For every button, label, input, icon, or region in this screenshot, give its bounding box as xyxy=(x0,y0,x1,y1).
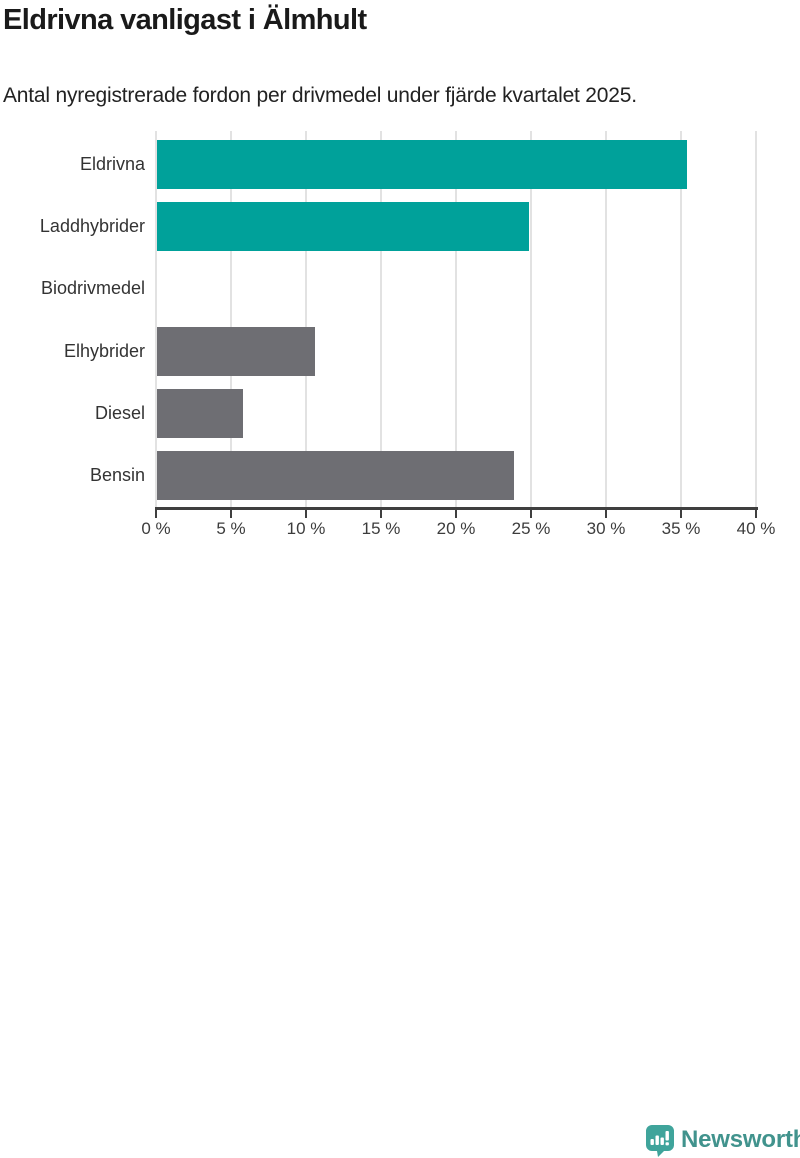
footer: Newsworthy xyxy=(0,560,800,1157)
y-axis-label-biodrivmedel: Biodrivmedel xyxy=(40,278,145,298)
brand-name: Newsworthy xyxy=(681,1126,800,1153)
x-tick-label-10: 10 % xyxy=(286,519,326,538)
x-tick-label-0: 0 % xyxy=(141,519,171,538)
x-tick-label-15: 15 % xyxy=(361,519,401,538)
bar-laddhybrider xyxy=(157,202,529,251)
gridline-0 xyxy=(155,131,157,509)
y-axis-label-bensin: Bensin xyxy=(89,465,145,485)
gridline-5 xyxy=(230,131,232,509)
x-tick-label-20: 20 % xyxy=(436,519,476,538)
y-axis-label-eldrivna: Eldrivna xyxy=(79,154,145,174)
x-tick-40 xyxy=(755,510,757,518)
x-tick-label-35: 35 % xyxy=(661,519,701,538)
gridline-30 xyxy=(605,131,607,509)
chart-subtitle: Antal nyregistrerade fordon per drivmede… xyxy=(3,84,637,107)
gridline-35 xyxy=(680,131,682,509)
y-axis-label-diesel: Diesel xyxy=(94,403,145,423)
bar-diesel xyxy=(157,389,243,438)
x-tick-label-25: 25 % xyxy=(511,519,551,538)
chart-card: Eldrivna vanligast i Älmhult Antal nyreg… xyxy=(0,4,800,1157)
newsworthy-logo-icon xyxy=(646,1125,674,1157)
x-tick-label-40: 40 % xyxy=(736,519,776,538)
gridline-25 xyxy=(530,131,532,509)
gridline-10 xyxy=(305,131,307,509)
x-tick-5 xyxy=(230,510,232,518)
gridline-20 xyxy=(455,131,457,509)
x-tick-label-30: 30 % xyxy=(586,519,626,538)
x-tick-20 xyxy=(455,510,457,518)
plot-area xyxy=(155,131,757,509)
x-axis-line xyxy=(155,507,758,510)
gridline-15 xyxy=(380,131,382,509)
y-axis-label-elhybrider: Elhybrider xyxy=(63,341,145,361)
x-tick-35 xyxy=(680,510,682,518)
x-tick-label-5: 5 % xyxy=(216,519,246,538)
chart-title: Eldrivna vanligast i Älmhult xyxy=(3,4,367,36)
bar-eldrivna xyxy=(157,140,687,189)
x-tick-25 xyxy=(530,510,532,518)
x-tick-30 xyxy=(605,510,607,518)
x-tick-10 xyxy=(305,510,307,518)
y-axis-label-laddhybrider: Laddhybrider xyxy=(39,216,145,236)
x-tick-15 xyxy=(380,510,382,518)
gridline-40 xyxy=(755,131,757,509)
bar-elhybrider xyxy=(157,327,315,376)
bar-bensin xyxy=(157,451,514,500)
x-tick-0 xyxy=(155,510,157,518)
